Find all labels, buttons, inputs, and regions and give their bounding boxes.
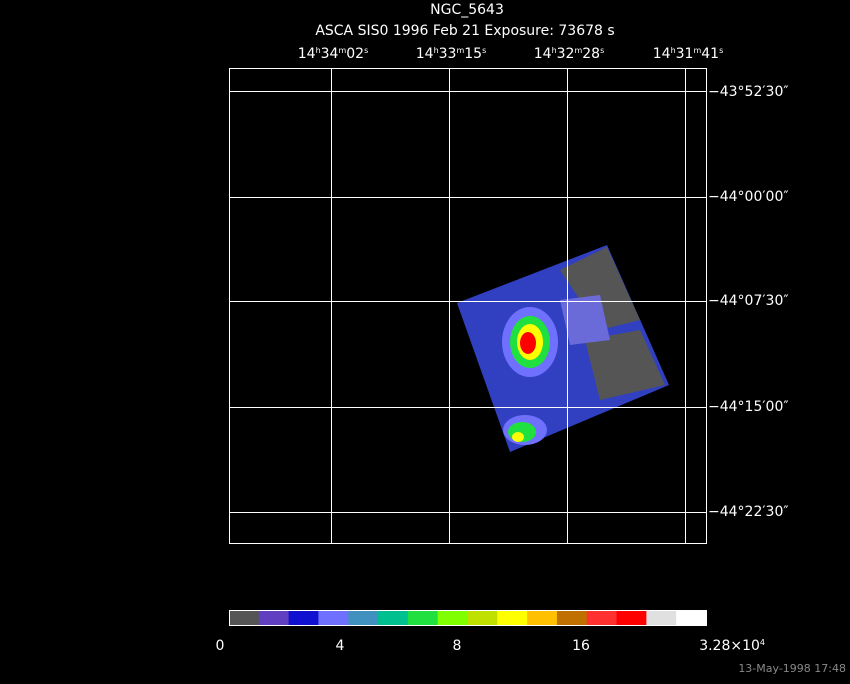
superscript: m [456,46,464,55]
colorbar-swatch [229,611,260,625]
colorbar-swatch [407,611,439,625]
superscript: h [671,46,676,55]
title: NGC_5643 [430,2,504,18]
label-part: 41 [701,46,719,62]
label-part: 15 [464,46,482,62]
ra-label: 14h31m41s [653,46,724,62]
superscript: m [693,46,701,55]
label-part: 16 [572,638,590,654]
image [457,245,669,452]
label-part: 33 [439,46,457,62]
colorbar-swatch [318,611,349,625]
superscript: h [552,46,557,55]
label-part: 34 [321,46,339,62]
dec-label: −44°22′30″ [708,504,789,520]
ra-label: 14h33m15s [416,46,487,62]
colorbar-swatch [616,611,647,625]
superscript: s [482,46,486,55]
colorbar-label: 0 [216,638,225,654]
label-part: 14 [653,46,671,62]
subtitle: ASCA SIS0 1996 Feb 21 Exposure: 73678 s [315,23,614,39]
colorbar-swatch [288,611,319,625]
superscript: s [364,46,368,55]
colorbar-swatch [348,611,379,625]
label-part: 14 [534,46,552,62]
coordinate-grid [229,68,707,544]
superscript: s [600,46,604,55]
superscript: s [719,46,723,55]
ra-label: 14h34m02s [298,46,369,62]
colorbar-label: 8 [453,638,462,654]
label-part: 14 [416,46,434,62]
colorbar-swatch [258,611,290,625]
colorbar-swatch [676,611,707,625]
colorbar-swatch [437,611,468,625]
colorbar-label: 16 [572,638,590,654]
colorbar-swatch [497,611,528,625]
colorbar-frame [229,610,707,626]
superscript: m [338,46,346,55]
colorbar-label: 4 [336,638,345,654]
dec-label: −44°00′00″ [708,189,789,205]
label-part: 4 [336,638,345,654]
label-part: 14 [298,46,316,62]
dec-label: −43°52′30″ [708,84,789,100]
superscript: 4 [760,638,765,647]
label-part: 31 [676,46,694,62]
colorbar-label: 3.28×104 [699,638,765,654]
colorbar-swatch [586,611,618,625]
label-part: 28 [582,46,600,62]
dec-label: −44°07′30″ [708,293,789,309]
label-part: 32 [557,46,575,62]
colorbar-swatch [646,611,677,625]
colorbar-swatch [556,611,588,625]
colorbar-swatch [378,611,409,625]
superscript: h [316,46,321,55]
timestamp: 13-May-1998 17:48 [738,662,846,675]
dec-label: −44°15′00″ [708,399,789,415]
superscript: m [574,46,582,55]
ra-label: 14h32m28s [534,46,605,62]
label-part: 02 [346,46,364,62]
superscript: h [434,46,439,55]
colorbar-swatch [527,611,558,625]
label-part: 8 [453,638,462,654]
label-part: 0 [216,638,225,654]
label-part: 3.28×10 [699,638,760,654]
colorbar-swatch [467,611,498,625]
